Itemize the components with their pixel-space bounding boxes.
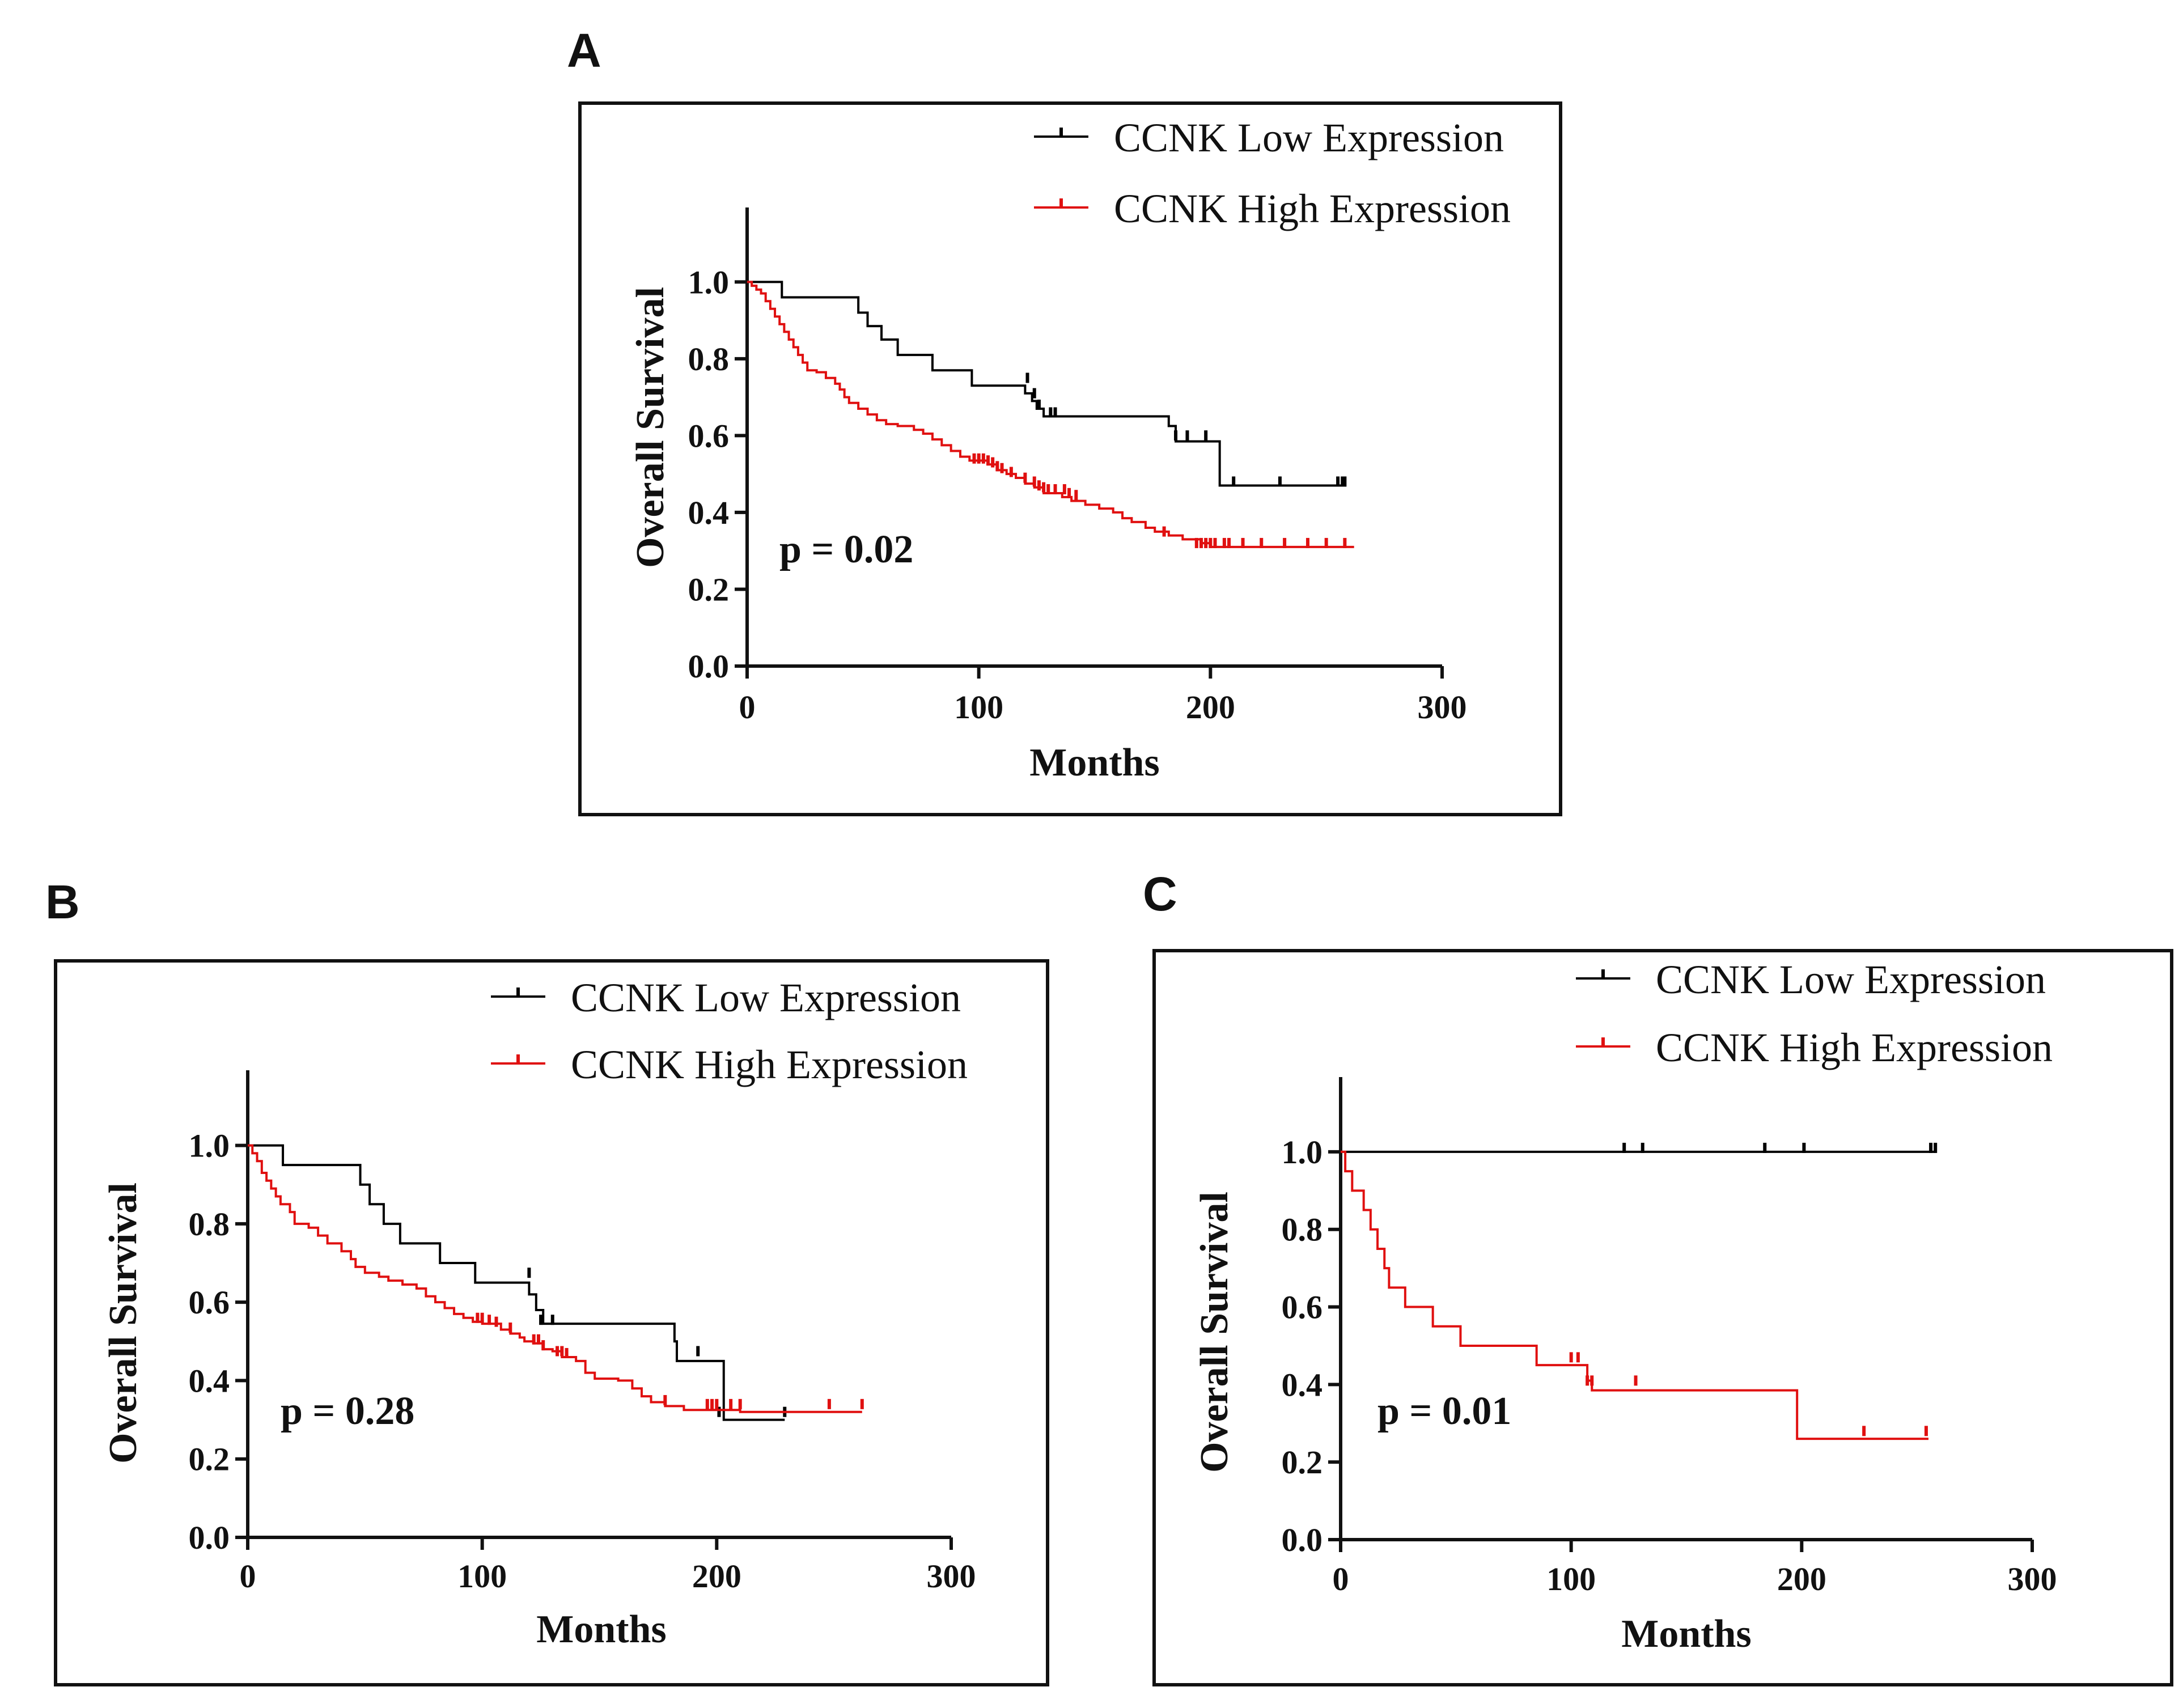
panel-letter: B	[45, 875, 80, 929]
y-tick-label: 0.6	[1282, 1289, 1323, 1326]
panel-letter: A	[567, 24, 601, 77]
series-high: CCNK High Expression	[1341, 1025, 2053, 1440]
y-tick-label: 0.0	[189, 1519, 230, 1556]
x-tick-label: 100	[1546, 1561, 1596, 1597]
legend-label: CCNK Low Expression	[1656, 957, 2046, 1002]
panel-c: C 0.0 0.2 0.4 0.6 0.8 1.0 0 100 200 300 Months Overa…	[1143, 867, 2173, 1686]
p-value-annotation: p = 0.28	[281, 1389, 414, 1433]
survival-curve	[747, 281, 1345, 487]
panel-frame	[578, 101, 1562, 816]
p-value-annotation: p = 0.02	[779, 528, 913, 571]
survival-curve	[747, 281, 1354, 548]
survival-curve	[248, 1144, 862, 1413]
series-low: CCNK Low Expression	[1341, 957, 2046, 1153]
y-tick-label: 0.4	[688, 494, 730, 531]
y-axis-title: Overall Survival	[101, 1183, 145, 1464]
x-axis-title: Months	[1621, 1612, 1751, 1656]
legend-label: CCNK Low Expression	[1114, 115, 1504, 160]
panel-letter: C	[1143, 867, 1177, 921]
x-tick-label: 200	[692, 1558, 741, 1595]
panel-frame	[54, 959, 1049, 1686]
y-axis-title: Overall Survival	[629, 287, 672, 568]
y-tick-label: 0.8	[688, 341, 730, 378]
x-axis-title: Months	[1029, 741, 1159, 785]
y-tick-label: 0.6	[189, 1284, 230, 1321]
x-axis-title: Months	[536, 1608, 666, 1651]
x-tick-label: 0	[739, 689, 756, 726]
series-high: CCNK High Expression	[248, 1042, 968, 1413]
legend-label: CCNK High Expression	[1656, 1025, 2053, 1070]
y-tick-label: 0.8	[1282, 1211, 1323, 1248]
x-tick-label: 300	[1418, 689, 1467, 726]
survival-curve	[248, 1144, 785, 1421]
y-tick-label: 0.4	[1282, 1366, 1323, 1403]
x-tick-label: 200	[1186, 689, 1235, 726]
panel-a: A 0.0 0.2 0.4 0.6 0.8 1.0 0 100 200 300 Months Overa…	[567, 24, 1562, 816]
y-tick-label: 0.2	[688, 571, 730, 608]
y-tick-label: 0.6	[688, 417, 730, 454]
x-tick-label: 100	[954, 689, 1003, 726]
series-low: CCNK Low Expression	[248, 975, 961, 1421]
y-tick-label: 1.0	[688, 264, 730, 300]
series-low: CCNK Low Expression	[747, 115, 1504, 487]
y-tick-label: 0.0	[1282, 1521, 1323, 1558]
panel-b: B 0.0 0.2 0.4 0.6 0.8 1.0 0 100 200 300 Months Overa…	[45, 875, 1049, 1686]
x-tick-label: 100	[457, 1558, 507, 1595]
y-tick-label: 0.0	[688, 648, 730, 685]
x-tick-label: 0	[240, 1558, 256, 1595]
y-tick-label: 0.4	[189, 1362, 230, 1399]
legend-label: CCNK High Expression	[1114, 186, 1511, 231]
y-tick-label: 1.0	[1282, 1134, 1323, 1171]
panel-frame	[1152, 949, 2173, 1686]
y-tick-label: 0.8	[189, 1206, 230, 1243]
y-axis-title: Overall Survival	[1193, 1192, 1236, 1473]
x-tick-label: 300	[2008, 1561, 2057, 1597]
y-tick-label: 0.2	[189, 1441, 230, 1478]
x-tick-label: 300	[927, 1558, 976, 1595]
series-high: CCNK High Expression	[747, 186, 1511, 548]
p-value-annotation: p = 0.01	[1377, 1389, 1511, 1433]
legend-label: CCNK Low Expression	[571, 975, 961, 1020]
legend-label: CCNK High Expression	[571, 1042, 968, 1087]
y-tick-label: 1.0	[189, 1128, 230, 1164]
x-tick-label: 0	[1333, 1561, 1349, 1597]
x-tick-label: 200	[1777, 1561, 1826, 1597]
y-tick-label: 0.2	[1282, 1444, 1323, 1481]
